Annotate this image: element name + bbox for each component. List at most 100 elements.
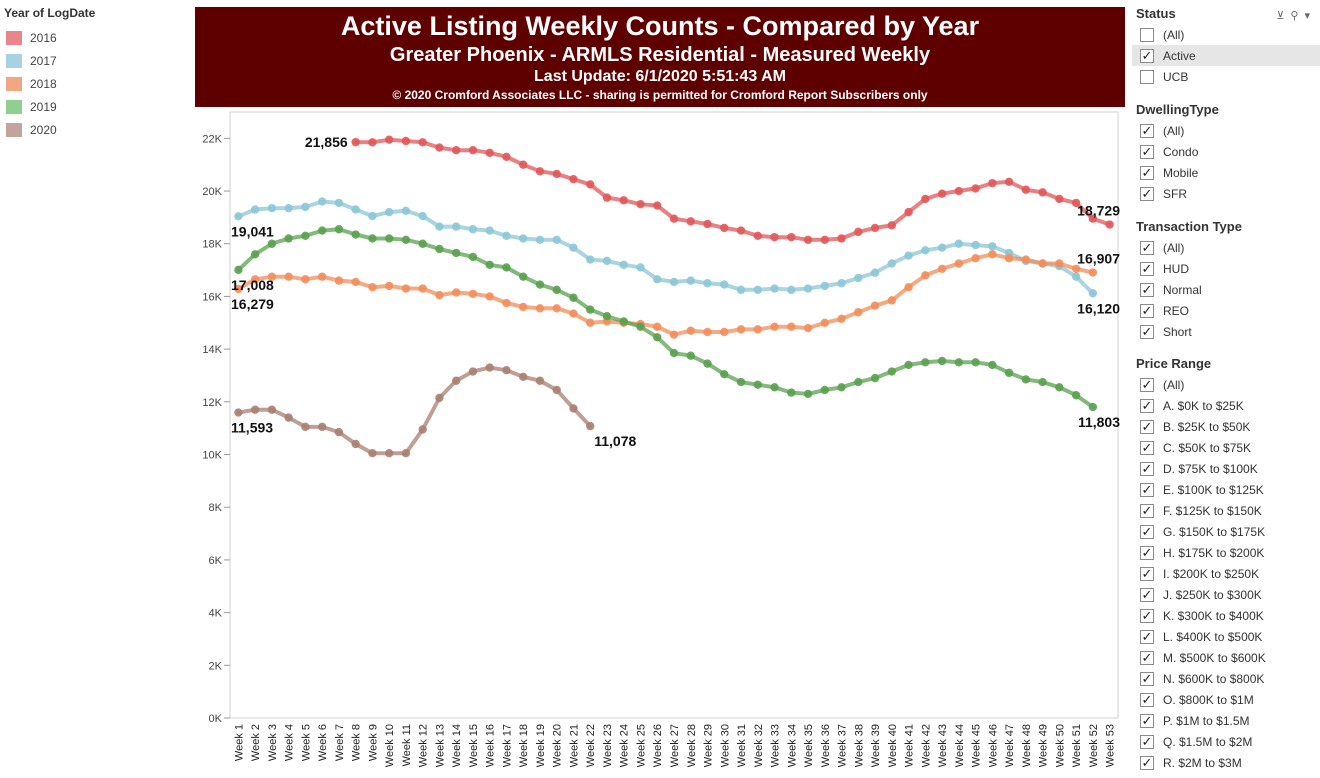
checkbox[interactable]: ✓ <box>1140 165 1154 180</box>
checkbox[interactable]: ✓ <box>1140 608 1154 623</box>
filter-option[interactable]: ✓ Normal <box>1132 279 1320 300</box>
filter-option-label: G. $150K to $175K <box>1163 524 1266 539</box>
checkbox[interactable]: ✓ <box>1140 587 1154 602</box>
filter-option[interactable]: ✓ Short <box>1132 321 1320 342</box>
checkbox[interactable]: ✓ <box>1140 482 1154 497</box>
checkbox[interactable]: ✓ <box>1140 419 1154 434</box>
data-point <box>1088 268 1098 277</box>
data-point <box>569 174 578 184</box>
legend-item-2016[interactable]: 2016 <box>4 26 184 49</box>
checkbox[interactable]: ✓ <box>1140 734 1154 749</box>
filter-option[interactable]: ✓ Q. $1.5M to $2M <box>1132 731 1320 752</box>
filter-option[interactable]: ✓ I. $200K to $250K <box>1132 563 1320 584</box>
filter-option[interactable]: ✓ H. $175K to $200K <box>1132 542 1320 563</box>
checkbox[interactable]: ✓ <box>1140 524 1154 539</box>
checkbox[interactable] <box>1140 27 1154 42</box>
filter-option[interactable]: ✓ D. $75K to $100K <box>1132 458 1320 479</box>
legend-item-2019[interactable]: 2019 <box>4 95 184 118</box>
filter-option[interactable]: ✓ J. $250K to $300K <box>1132 584 1320 605</box>
legend-item-2018[interactable]: 2018 <box>4 72 184 95</box>
checkbox[interactable]: ✓ <box>1140 566 1154 581</box>
filter-option[interactable]: ✓ L. $400K to $500K <box>1132 626 1320 647</box>
filter-option-label: REO <box>1163 303 1190 318</box>
data-point <box>284 203 293 213</box>
filter-option[interactable]: ✓ C. $50K to $75K <box>1132 437 1320 458</box>
checkbox[interactable]: ✓ <box>1140 186 1154 201</box>
x-tick-label: Week 27 <box>669 724 681 767</box>
checkbox[interactable]: ✓ <box>1140 240 1154 255</box>
filter-option[interactable]: ✓ HUD <box>1132 258 1320 279</box>
checkbox[interactable]: ✓ <box>1140 282 1154 297</box>
filter-option[interactable]: ✓ REO <box>1132 300 1320 321</box>
filter-option[interactable]: ✓ E. $100K to $125K <box>1132 479 1320 500</box>
data-point <box>954 186 964 196</box>
data-point <box>1071 391 1081 400</box>
checkbox[interactable] <box>1140 69 1154 84</box>
checkbox[interactable]: ✓ <box>1140 123 1154 138</box>
data-point <box>502 231 511 241</box>
clear-filter-icon[interactable]: ⊻ <box>1276 10 1285 22</box>
filter-option[interactable]: ✓ N. $600K to $800K <box>1132 668 1320 689</box>
data-point <box>368 234 377 243</box>
data-point <box>703 219 712 229</box>
filter-option[interactable]: ✓ Condo <box>1132 141 1320 162</box>
filter-option[interactable]: ✓ F. $125K to $150K <box>1132 500 1320 521</box>
checkbox[interactable]: ✓ <box>1140 503 1154 518</box>
checkbox[interactable]: ✓ <box>1140 629 1154 644</box>
x-tick-label: Week 38 <box>853 724 865 767</box>
filter-option[interactable]: ✓ M. $500K to $600K <box>1132 647 1320 668</box>
data-point <box>988 250 997 259</box>
filter-option[interactable]: ✓ K. $300K to $400K <box>1132 605 1320 626</box>
x-tick-label: Week 8 <box>351 724 363 761</box>
legend-label: 2017 <box>30 53 57 68</box>
filter-option[interactable]: ✓ B. $25K to $50K <box>1132 416 1320 437</box>
filter-option[interactable]: ✓ (All) <box>1132 120 1320 141</box>
filter-option[interactable]: ✓ R. $2M to $3M <box>1132 752 1320 773</box>
legend-item-2020[interactable]: 2020 <box>4 118 184 141</box>
x-tick-label: Week 46 <box>987 724 999 767</box>
checkbox[interactable]: ✓ <box>1140 440 1154 455</box>
x-tick-label: Week 42 <box>920 724 932 767</box>
checkbox[interactable]: ✓ <box>1140 144 1154 159</box>
checkbox[interactable]: ✓ <box>1140 303 1154 318</box>
checkbox[interactable]: ✓ <box>1140 324 1154 339</box>
data-point <box>619 317 628 326</box>
x-tick-label: Week 12 <box>418 724 430 767</box>
filter-option[interactable]: ✓ A. $0K to $25K <box>1132 395 1320 416</box>
filter-option[interactable]: ✓ Active <box>1132 45 1320 66</box>
data-point <box>552 169 561 179</box>
data-point <box>686 351 695 360</box>
search-icon[interactable]: ⚲ <box>1290 10 1299 22</box>
checkbox[interactable]: ✓ <box>1140 461 1154 476</box>
legend-item-2017[interactable]: 2017 <box>4 49 184 72</box>
checkbox[interactable]: ✓ <box>1140 48 1154 63</box>
checkbox[interactable]: ✓ <box>1140 713 1154 728</box>
data-point <box>988 242 997 251</box>
filter-option[interactable]: UCB <box>1132 66 1320 87</box>
checkbox[interactable]: ✓ <box>1140 692 1154 707</box>
checkbox[interactable]: ✓ <box>1140 377 1154 392</box>
data-point <box>468 367 478 376</box>
filter-option[interactable]: ✓ (All) <box>1132 374 1320 395</box>
checkbox[interactable]: ✓ <box>1140 545 1154 560</box>
filter-option[interactable]: ✓ P. $1M to $1.5M <box>1132 710 1320 731</box>
data-point <box>552 285 561 295</box>
chevron-down-icon[interactable]: ▾ <box>1304 10 1310 22</box>
filter-option[interactable]: ✓ (All) <box>1132 237 1320 258</box>
checkbox[interactable]: ✓ <box>1140 755 1154 770</box>
checkbox[interactable]: ✓ <box>1140 261 1154 276</box>
checkbox[interactable]: ✓ <box>1140 650 1154 665</box>
checkbox[interactable]: ✓ <box>1140 398 1154 413</box>
x-tick-label: Week 45 <box>971 724 983 767</box>
filter-option[interactable]: (All) <box>1132 24 1320 45</box>
filter-option[interactable]: ✓ Mobile <box>1132 162 1320 183</box>
x-tick-label: Week 50 <box>1054 724 1066 767</box>
data-point <box>586 180 595 189</box>
filter-status: Status (All) ✓ Active UCB <box>1132 4 1320 87</box>
checkbox[interactable]: ✓ <box>1140 671 1154 686</box>
data-point <box>586 305 595 314</box>
filter-option[interactable]: ✓ O. $800K to $1M <box>1132 689 1320 710</box>
data-point <box>234 212 243 221</box>
filter-option[interactable]: ✓ G. $150K to $175K <box>1132 521 1320 542</box>
filter-option[interactable]: ✓ SFR <box>1132 183 1320 204</box>
